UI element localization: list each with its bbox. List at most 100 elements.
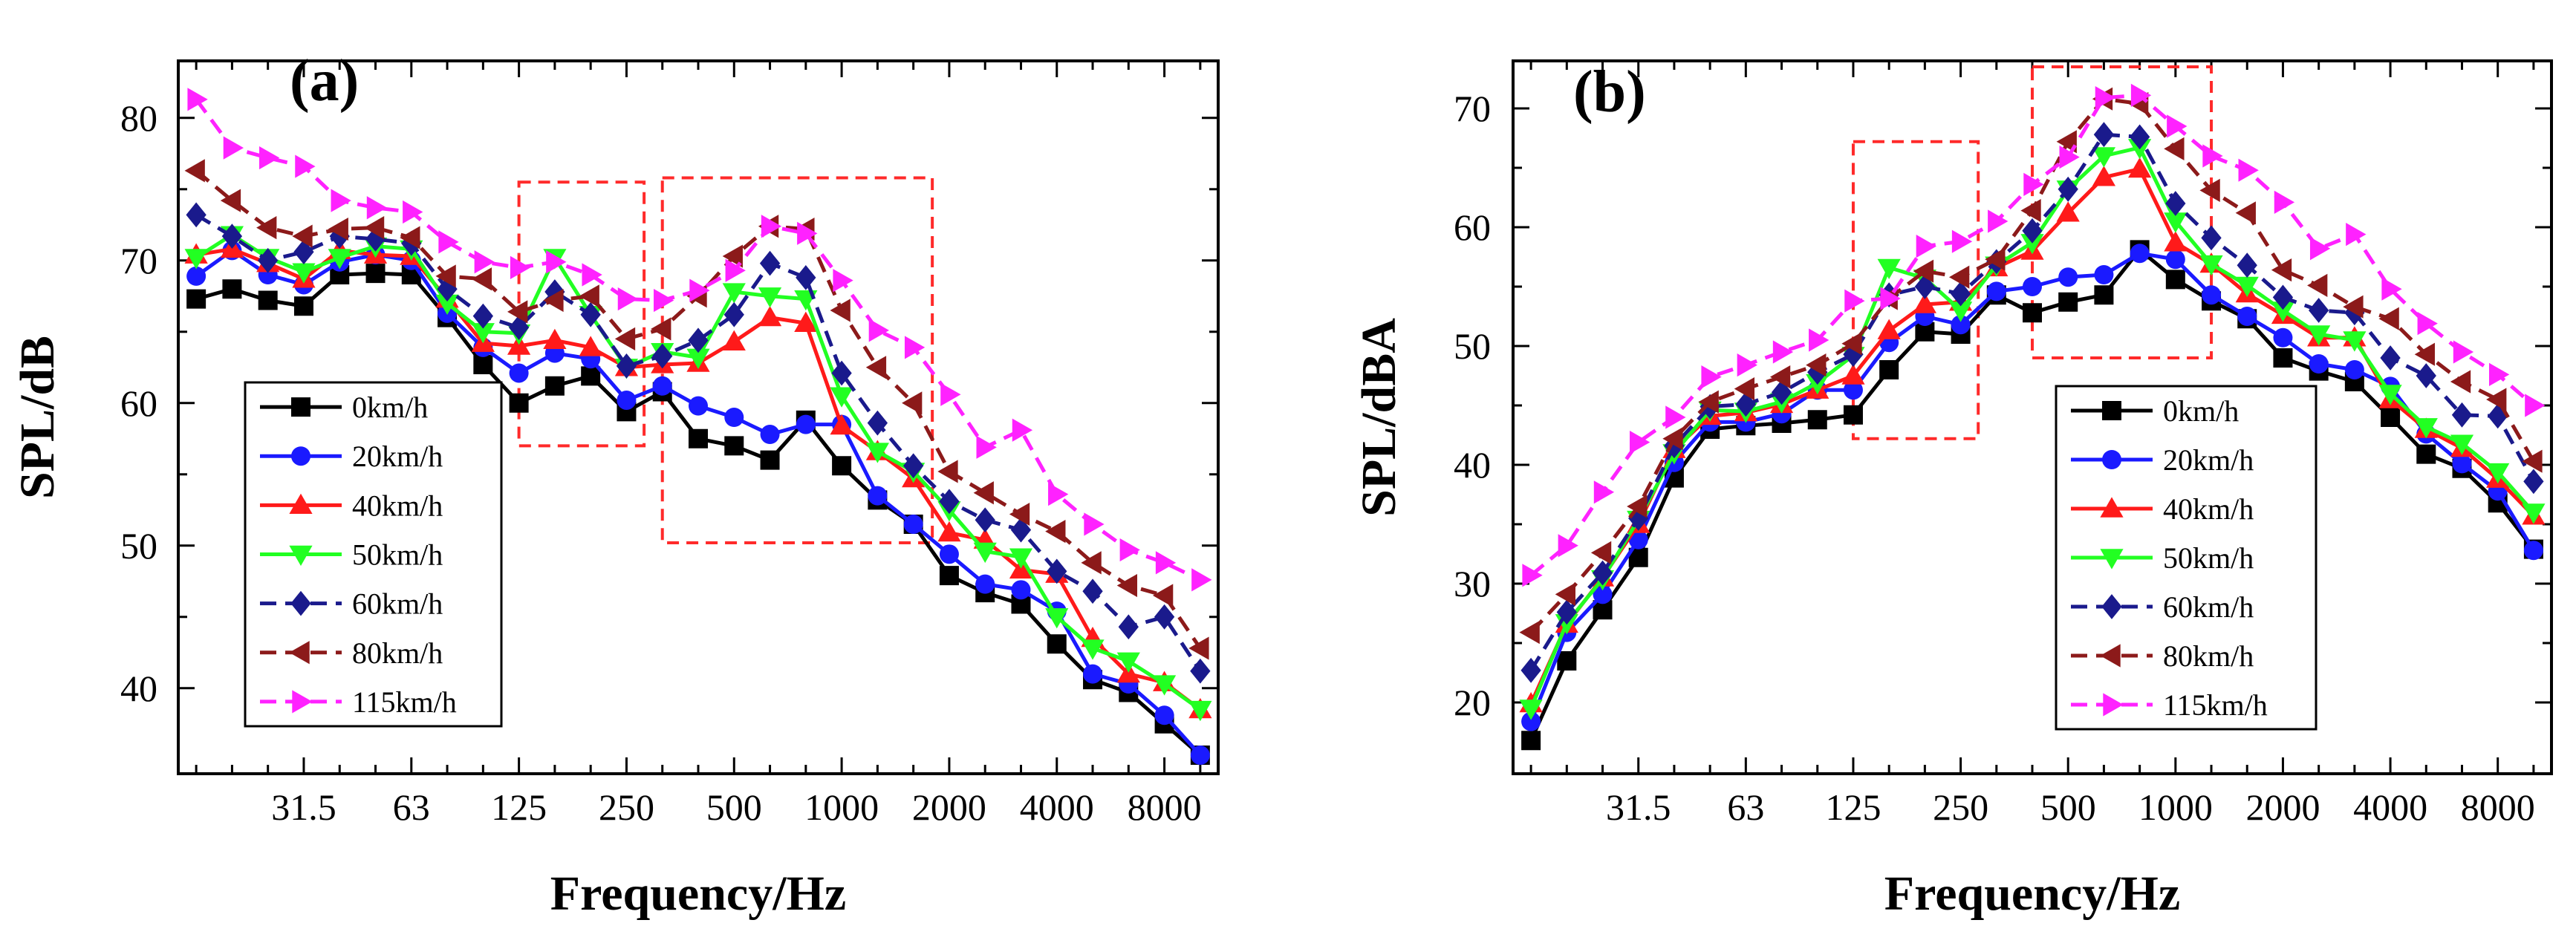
legend-marker-40km-h xyxy=(2100,497,2124,518)
data-point-40km-h xyxy=(2128,157,2152,178)
y-tick-label: 70 xyxy=(120,240,157,281)
data-point-115km-h xyxy=(1701,365,1722,389)
data-point-60km-h xyxy=(221,224,243,249)
data-point-80km-h xyxy=(1627,495,1648,518)
data-point-20km-h xyxy=(868,486,888,506)
data-point-60km-h xyxy=(688,327,709,353)
data-point-50km-h xyxy=(2414,418,2438,439)
data-point-115km-h xyxy=(1844,289,1865,313)
data-point-80km-h xyxy=(1698,390,1719,414)
x-tick-label: 63 xyxy=(393,786,430,828)
data-point-80km-h xyxy=(1913,259,1934,283)
data-point-50km-h xyxy=(328,249,351,270)
data-point-60km-h xyxy=(652,343,673,369)
x-tick-label: 500 xyxy=(2040,786,2096,828)
data-point-50km-h xyxy=(184,249,208,270)
legend-marker-60km-h xyxy=(2101,594,2122,619)
data-point-50km-h xyxy=(435,294,459,315)
legend-marker-20km-h xyxy=(291,446,310,466)
data-point-20km-h xyxy=(1593,584,1613,604)
data-point-115km-h xyxy=(2023,172,2044,196)
data-point-60km-h xyxy=(186,202,206,228)
data-point-50km-h xyxy=(2522,503,2546,524)
data-point-80km-h xyxy=(1662,427,1683,451)
data-point-0km-h xyxy=(832,456,852,476)
data-point-80km-h xyxy=(1841,332,1862,356)
x-tick-label: 125 xyxy=(1825,786,1881,828)
data-point-0km-h xyxy=(2165,270,2185,290)
y-tick-label: 50 xyxy=(120,525,157,567)
data-point-0km-h xyxy=(293,296,313,316)
data-point-20km-h xyxy=(2309,354,2329,373)
data-point-0km-h xyxy=(1593,600,1613,620)
data-point-20km-h xyxy=(939,544,959,564)
data-point-115km-h xyxy=(474,250,495,274)
legend-label-0km-h: 0km/h xyxy=(352,391,428,424)
y-tick-label: 60 xyxy=(1454,206,1491,248)
data-point-20km-h xyxy=(2058,267,2078,287)
data-point-115km-h xyxy=(1191,568,1212,592)
legend-label-80km-h: 80km/h xyxy=(352,636,443,670)
data-point-115km-h xyxy=(2453,340,2474,364)
data-point-80km-h xyxy=(2486,388,2507,411)
data-point-80km-h xyxy=(1734,377,1755,401)
data-point-60km-h xyxy=(2523,469,2544,495)
data-point-115km-h xyxy=(2381,277,2402,301)
data-point-115km-h xyxy=(761,215,782,238)
data-point-0km-h xyxy=(2416,444,2436,464)
data-point-0km-h xyxy=(760,450,780,470)
data-point-50km-h xyxy=(1948,301,1973,322)
x-tick-label: 31.5 xyxy=(1606,786,1671,828)
data-point-50km-h xyxy=(794,290,818,311)
data-point-60km-h xyxy=(2309,298,2329,323)
data-point-80km-h xyxy=(2020,199,2041,223)
data-point-80km-h xyxy=(1009,502,1030,526)
x-axis-title: Frequency/Hz xyxy=(1884,867,2180,921)
series-0km-h xyxy=(186,264,1210,766)
legend-label-50km-h: 50km/h xyxy=(352,538,443,572)
data-point-115km-h xyxy=(1155,551,1177,575)
y-axis-title: SPL/dB xyxy=(10,336,65,499)
data-point-50km-h xyxy=(1519,699,1543,720)
data-point-115km-h xyxy=(438,230,459,254)
data-point-80km-h xyxy=(1769,365,1791,389)
data-point-20km-h xyxy=(796,414,816,434)
y-tick-label: 20 xyxy=(1454,682,1491,723)
legend-label-40km-h: 40km/h xyxy=(2163,492,2254,526)
data-point-0km-h xyxy=(1628,547,1648,567)
data-point-20km-h xyxy=(2344,360,2364,379)
data-point-50km-h xyxy=(2092,147,2116,168)
data-point-50km-h xyxy=(292,263,316,284)
data-point-60km-h xyxy=(2022,218,2043,244)
data-point-0km-h xyxy=(581,366,601,386)
data-point-80km-h xyxy=(471,267,492,291)
legend-label-80km-h: 80km/h xyxy=(2163,639,2254,673)
data-point-80km-h xyxy=(722,244,743,268)
data-point-50km-h xyxy=(1188,700,1212,722)
data-point-80km-h xyxy=(1590,541,1612,564)
data-point-20km-h xyxy=(2130,244,2150,264)
data-point-115km-h xyxy=(868,319,889,342)
data-point-80km-h xyxy=(220,189,241,212)
data-point-80km-h xyxy=(579,284,599,308)
data-point-80km-h xyxy=(614,327,636,350)
data-point-40km-h xyxy=(1877,319,1901,339)
data-point-40km-h xyxy=(937,521,961,542)
data-point-115km-h xyxy=(1119,538,1140,562)
data-point-115km-h xyxy=(2167,114,2188,138)
legend-marker-115km-h xyxy=(292,690,313,714)
data-point-60km-h xyxy=(796,264,816,290)
data-point-60km-h xyxy=(2093,122,2115,148)
data-point-115km-h xyxy=(2130,83,2152,107)
data-point-50km-h xyxy=(2450,434,2474,455)
data-point-80km-h xyxy=(1188,636,1209,660)
data-point-115km-h xyxy=(833,269,853,293)
data-point-80km-h xyxy=(2343,295,2364,319)
data-point-60km-h xyxy=(903,453,924,479)
data-point-0km-h xyxy=(1807,410,1827,430)
data-point-0km-h xyxy=(939,566,959,586)
data-point-60km-h xyxy=(258,247,279,273)
data-point-20km-h xyxy=(186,266,206,286)
data-point-60km-h xyxy=(2201,225,2222,251)
data-point-20km-h xyxy=(2165,249,2185,270)
